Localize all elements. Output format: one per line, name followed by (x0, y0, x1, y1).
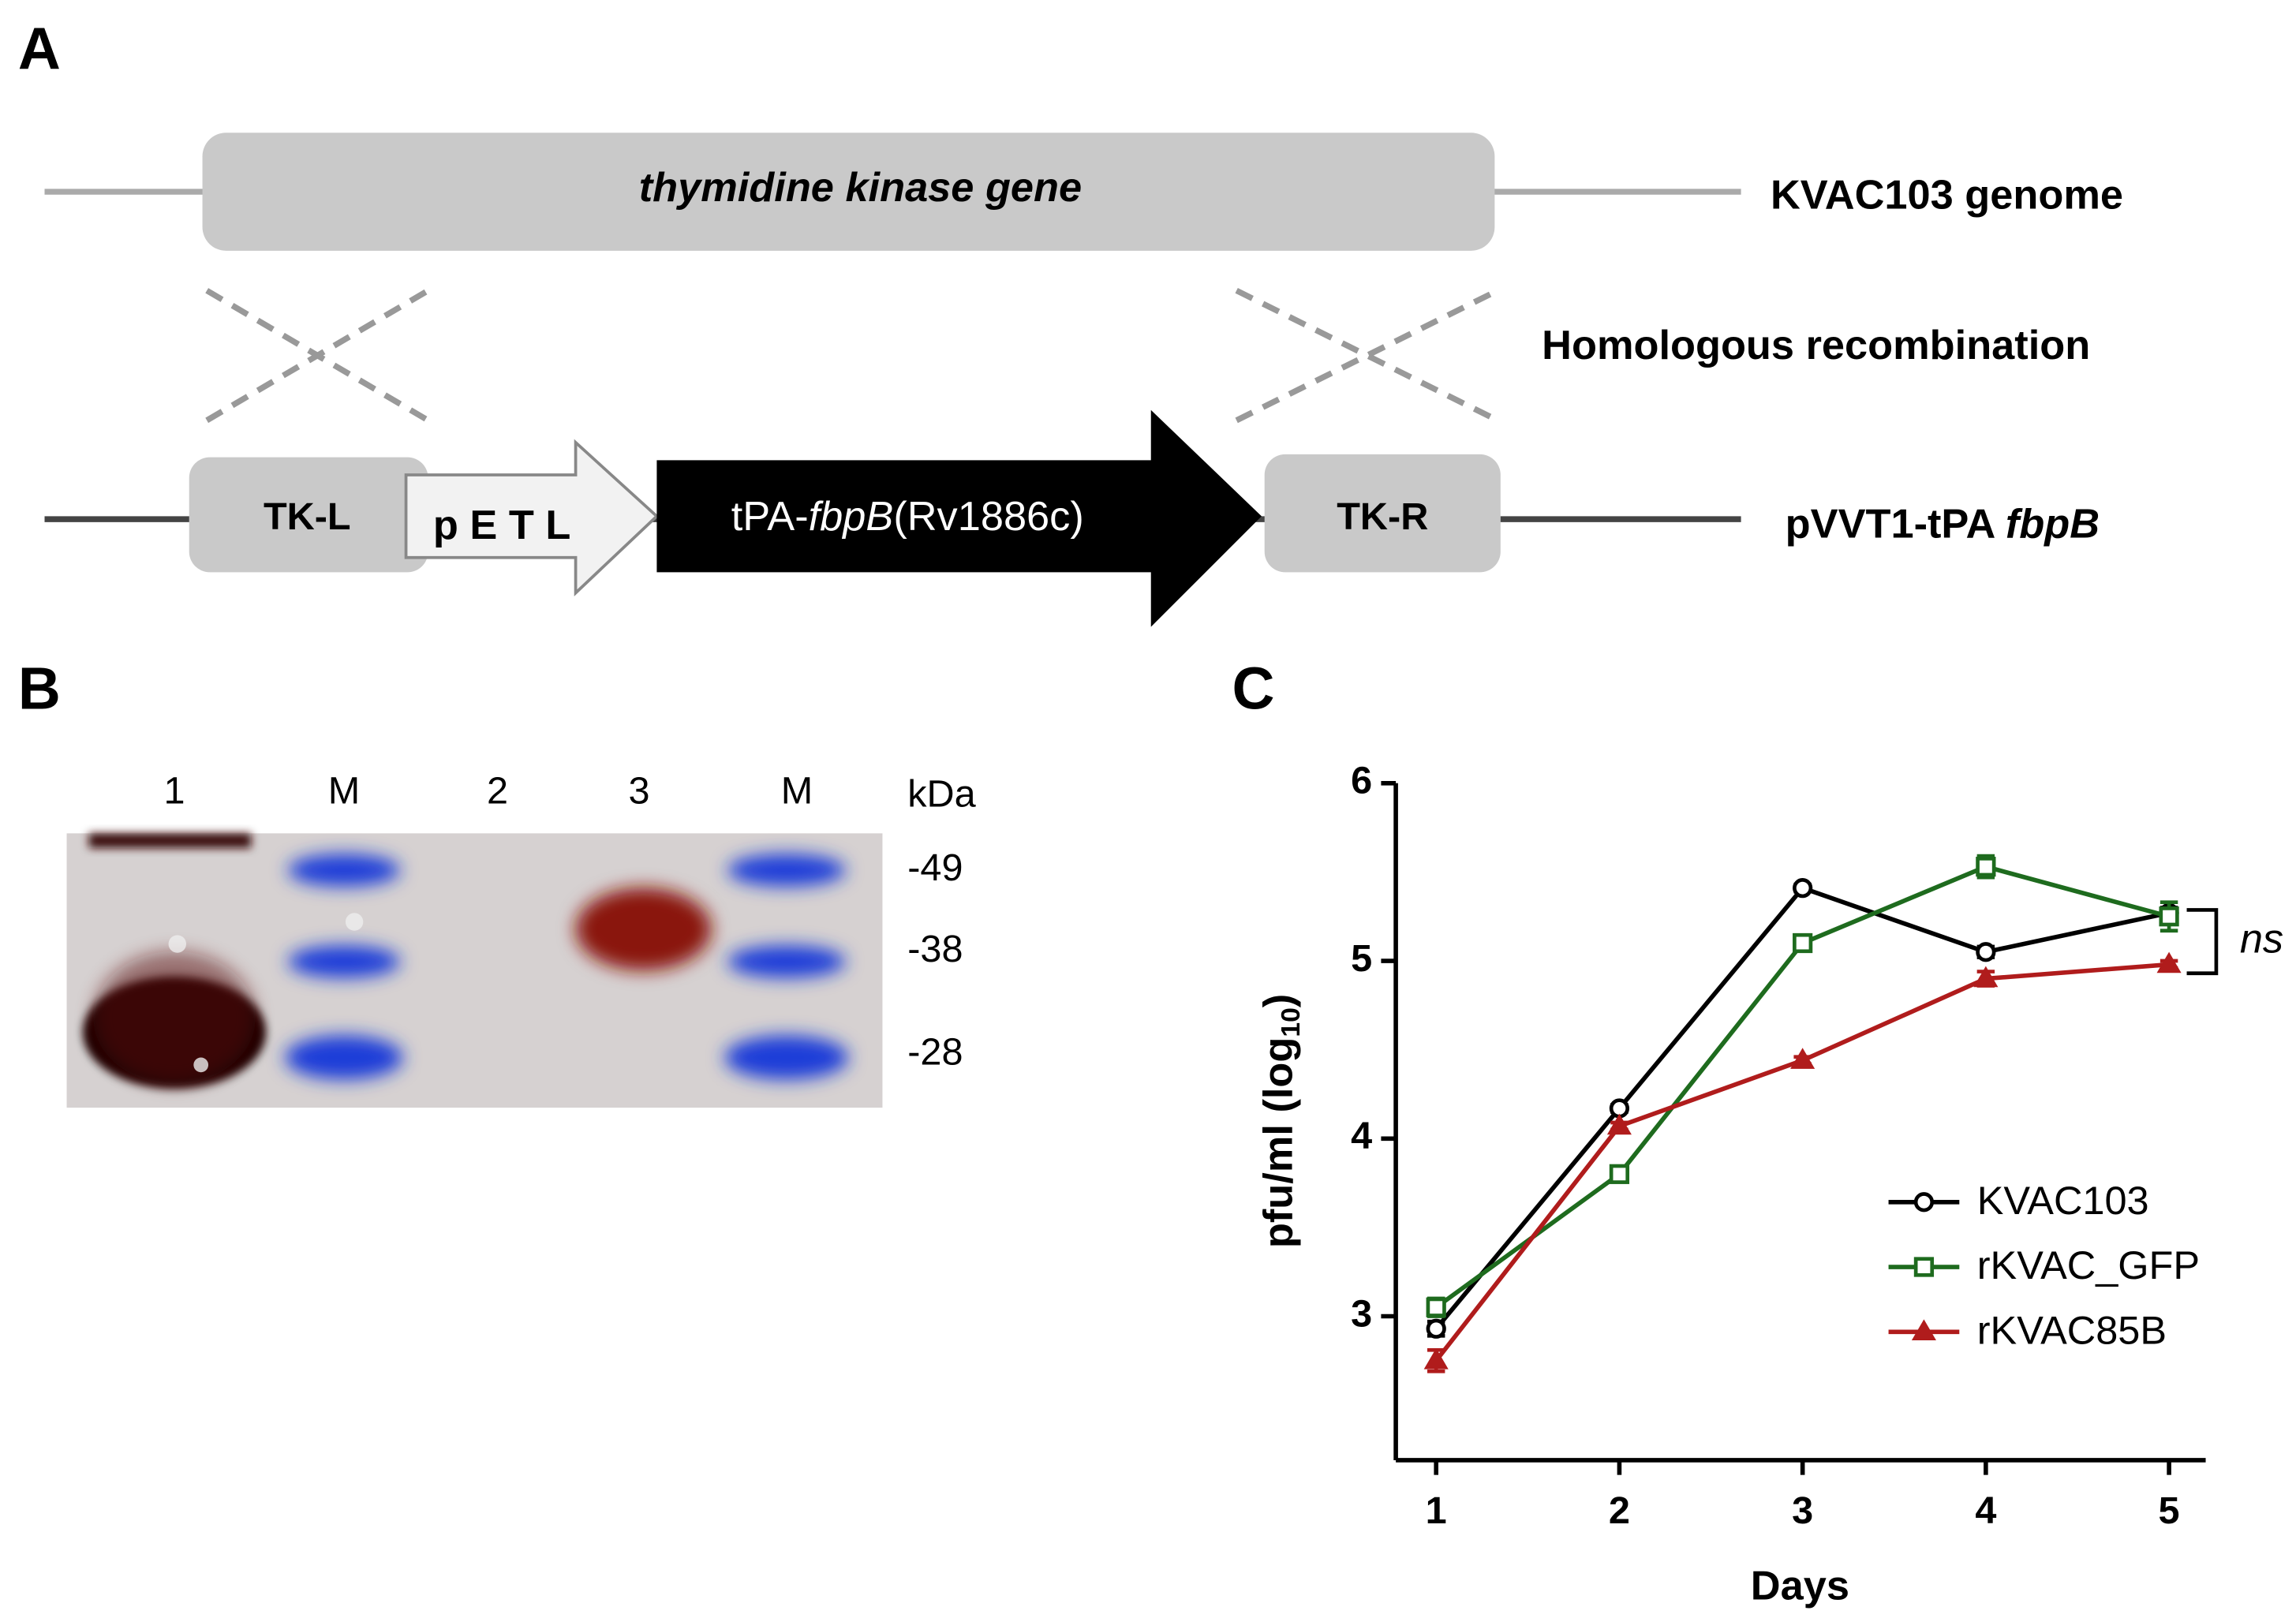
promoter-arrow (404, 439, 660, 596)
legend-label: KVAC103 (1977, 1178, 2149, 1223)
data-point (1790, 1048, 1815, 1069)
insert-label-part: tPA- (731, 494, 809, 540)
x-tick-label: 2 (1609, 1489, 1630, 1532)
gene-label: thymidine kinase gene (639, 165, 1082, 211)
significance-label: ns (2240, 916, 2283, 962)
data-point (1426, 1318, 1446, 1339)
significance-bracket (2186, 908, 2219, 976)
lane-label: M (328, 770, 361, 813)
gel-unit: kDa (907, 772, 976, 815)
legend-marker (1911, 1319, 1936, 1341)
y-tick-label: 3 (1351, 1292, 1372, 1335)
x-tick-label: 4 (1975, 1489, 1996, 1532)
panel-label: B (18, 655, 61, 721)
y-label-part: 10 (1277, 1007, 1306, 1037)
legend-marker (1913, 1192, 1935, 1213)
insert-label: tPA-fbpB(Rv1886c) (731, 494, 1084, 540)
data-point (1606, 1113, 1632, 1135)
gel (66, 833, 883, 1108)
plasmid-label: pVVT1-tPA fbpB (1786, 501, 2100, 547)
plasmid-label-part: fbpB (2006, 501, 2100, 547)
genome-label: KVAC103 genome (1771, 172, 2123, 218)
y-tick-label: 4 (1351, 1115, 1372, 1157)
lane-label: 3 (628, 770, 649, 813)
tk-right-label: TK-R (1337, 495, 1428, 538)
data-point (1609, 1164, 1630, 1184)
y-label-part: ) (1255, 994, 1301, 1007)
data-point (2159, 906, 2179, 927)
size-marker: -38 (907, 928, 963, 970)
gene-box (202, 133, 1495, 251)
x-tick-label: 5 (2159, 1489, 2180, 1532)
tk-left-box (189, 457, 428, 573)
x-axis-label: Days (1751, 1563, 1849, 1609)
lane-label: M (781, 770, 813, 813)
panel-label: A (18, 15, 61, 81)
recombination-label: Homologous recombination (1542, 323, 2090, 368)
series-line (1434, 962, 2170, 1362)
tk-right-box (1264, 454, 1501, 573)
promoter-label: p E T L (433, 503, 570, 548)
data-point (1423, 1347, 1449, 1370)
legend-marker (1913, 1257, 1935, 1277)
data-point (1976, 942, 1996, 962)
plasmid-label-part: pVVT1-tPA (1786, 501, 2006, 547)
y-axis-label: pfu/ml (log10) (1255, 994, 1306, 1248)
data-point (1793, 878, 1813, 899)
x-tick-label: 3 (1792, 1489, 1813, 1532)
legend-label: rKVAC_GFP (1977, 1242, 2200, 1287)
y-tick-label: 5 (1351, 937, 1372, 980)
insert-label-part: fbpB (809, 494, 894, 540)
insert-arrow (656, 409, 1262, 627)
data-point (1793, 932, 1813, 954)
y-label-part: pfu/ml (log (1255, 1037, 1301, 1248)
panel-label: C (1232, 655, 1275, 721)
series-line (1434, 864, 2170, 1310)
legend-label: rKVAC85B (1977, 1307, 2167, 1352)
lane-labels: 1 M 2 3 M (164, 770, 813, 813)
y-tick-label: 6 (1351, 760, 1372, 802)
crossover (205, 287, 1499, 424)
size-marker: -49 (907, 846, 963, 889)
data-point (1426, 1297, 1446, 1317)
tk-left-label: TK-L (264, 495, 351, 538)
insert-label-part: (Rv1886c) (893, 494, 1083, 540)
data-point (2156, 951, 2182, 973)
data-point (1976, 857, 1996, 877)
data-point (1973, 966, 1999, 988)
size-markers: -49 -38 -28 (907, 846, 963, 1074)
lane-label: 2 (487, 770, 508, 813)
x-tick-label: 1 (1426, 1489, 1447, 1532)
size-marker: -28 (907, 1031, 963, 1074)
lane-label: 1 (164, 770, 185, 813)
